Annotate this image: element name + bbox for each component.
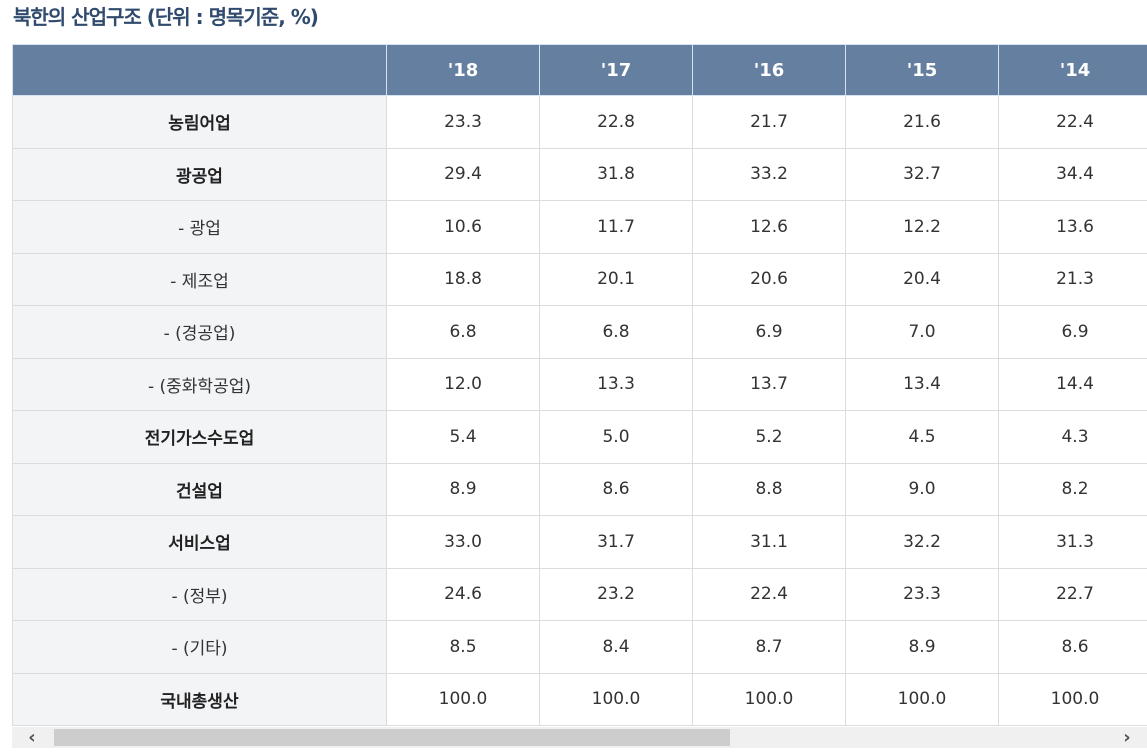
scrollbar-thumb[interactable]: [54, 729, 730, 746]
value-cell: 23.3: [845, 567, 999, 621]
value-cell: 33.2: [692, 147, 846, 201]
value-cell: 22.4: [998, 95, 1147, 149]
value-cell: 4.3: [998, 410, 1147, 464]
value-cell: 20.1: [539, 252, 693, 306]
value-cell: 8.4: [539, 620, 693, 674]
header-cell-2017: '17: [539, 44, 693, 96]
value-cell: 18.8: [386, 252, 540, 306]
table-row: 광공업 29.4 31.8 33.2 32.7 34.4: [12, 147, 1147, 201]
value-cell: 22.4: [692, 567, 846, 621]
value-cell: 33.0: [386, 515, 540, 569]
value-cell: 21.7: [692, 95, 846, 149]
value-cell: 7.0: [845, 305, 999, 359]
value-cell: 8.5: [386, 620, 540, 674]
scroll-right-icon[interactable]: ›: [1123, 727, 1131, 748]
row-label: - 제조업: [12, 252, 387, 306]
row-label: 광공업: [12, 147, 387, 201]
header-cell-2018: '18: [386, 44, 540, 96]
industry-structure-table: '18 '17 '16 '15 '14 농림어업 23.3 22.8 21.7 21.6…: [12, 44, 1147, 726]
value-cell: 23.2: [539, 567, 693, 621]
table-title: 북한의 산업구조 (단위 : 명목기준, %): [13, 5, 319, 29]
value-cell: 6.9: [692, 305, 846, 359]
header-cell-2015: '15: [845, 44, 999, 96]
value-cell: 8.9: [386, 462, 540, 516]
value-cell: 8.8: [692, 462, 846, 516]
table-row: - 광업 10.6 11.7 12.6 12.2 13.6: [12, 200, 1147, 254]
value-cell: 5.2: [692, 410, 846, 464]
value-cell: 11.7: [539, 200, 693, 254]
table-row: - 제조업 18.8 20.1 20.6 20.4 21.3: [12, 252, 1147, 306]
row-label: - (기타): [12, 620, 387, 674]
value-cell: 100.0: [539, 672, 693, 726]
value-cell: 100.0: [998, 672, 1147, 726]
value-cell: 8.2: [998, 462, 1147, 516]
table-row: 농림어업 23.3 22.8 21.7 21.6 22.4: [12, 95, 1147, 149]
value-cell: 6.8: [539, 305, 693, 359]
row-label: - (정부): [12, 567, 387, 621]
row-label: 서비스업: [12, 515, 387, 569]
value-cell: 10.6: [386, 200, 540, 254]
value-cell: 22.8: [539, 95, 693, 149]
value-cell: 31.8: [539, 147, 693, 201]
value-cell: 8.9: [845, 620, 999, 674]
value-cell: 20.4: [845, 252, 999, 306]
value-cell: 32.7: [845, 147, 999, 201]
table-row: - (경공업) 6.8 6.8 6.9 7.0 6.9: [12, 305, 1147, 359]
value-cell: 21.6: [845, 95, 999, 149]
value-cell: 34.4: [998, 147, 1147, 201]
value-cell: 31.3: [998, 515, 1147, 569]
value-cell: 12.6: [692, 200, 846, 254]
value-cell: 8.6: [539, 462, 693, 516]
row-label: - (중화학공업): [12, 357, 387, 411]
value-cell: 31.1: [692, 515, 846, 569]
table-row: 건설업 8.9 8.6 8.8 9.0 8.2: [12, 462, 1147, 516]
value-cell: 6.8: [386, 305, 540, 359]
row-label: - 광업: [12, 200, 387, 254]
value-cell: 12.0: [386, 357, 540, 411]
table-row: - (기타) 8.5 8.4 8.7 8.9 8.6: [12, 620, 1147, 674]
value-cell: 100.0: [386, 672, 540, 726]
value-cell: 29.4: [386, 147, 540, 201]
header-cell-corner: [12, 44, 387, 96]
value-cell: 8.6: [998, 620, 1147, 674]
header-cell-2014: '14: [998, 44, 1147, 96]
value-cell: 13.3: [539, 357, 693, 411]
row-label: - (경공업): [12, 305, 387, 359]
value-cell: 4.5: [845, 410, 999, 464]
value-cell: 20.6: [692, 252, 846, 306]
value-cell: 22.7: [998, 567, 1147, 621]
value-cell: 9.0: [845, 462, 999, 516]
row-label: 농림어업: [12, 95, 387, 149]
value-cell: 8.7: [692, 620, 846, 674]
header-cell-2016: '16: [692, 44, 846, 96]
value-cell: 100.0: [692, 672, 846, 726]
table-row: - (중화학공업) 12.0 13.3 13.7 13.4 14.4: [12, 357, 1147, 411]
value-cell: 21.3: [998, 252, 1147, 306]
value-cell: 14.4: [998, 357, 1147, 411]
table-row: - (정부) 24.6 23.2 22.4 23.3 22.7: [12, 567, 1147, 621]
row-label: 국내총생산: [12, 672, 387, 726]
table-row: 국내총생산 100.0 100.0 100.0 100.0 100.0: [12, 672, 1147, 726]
value-cell: 5.4: [386, 410, 540, 464]
table-row: 전기가스수도업 5.4 5.0 5.2 4.5 4.3: [12, 410, 1147, 464]
value-cell: 23.3: [386, 95, 540, 149]
header-row: '18 '17 '16 '15 '14: [12, 44, 1147, 96]
value-cell: 24.6: [386, 567, 540, 621]
value-cell: 13.4: [845, 357, 999, 411]
value-cell: 5.0: [539, 410, 693, 464]
table-scroll-container[interactable]: '18 '17 '16 '15 '14 농림어업 23.3 22.8 21.7 21.6…: [12, 44, 1147, 727]
value-cell: 100.0: [845, 672, 999, 726]
table-row: 서비스업 33.0 31.7 31.1 32.2 31.3: [12, 515, 1147, 569]
row-label: 건설업: [12, 462, 387, 516]
value-cell: 32.2: [845, 515, 999, 569]
value-cell: 13.7: [692, 357, 846, 411]
row-label: 전기가스수도업: [12, 410, 387, 464]
horizontal-scrollbar[interactable]: ‹ ›: [12, 727, 1147, 748]
value-cell: 13.6: [998, 200, 1147, 254]
value-cell: 12.2: [845, 200, 999, 254]
scroll-left-icon[interactable]: ‹: [28, 727, 36, 748]
value-cell: 6.9: [998, 305, 1147, 359]
value-cell: 31.7: [539, 515, 693, 569]
